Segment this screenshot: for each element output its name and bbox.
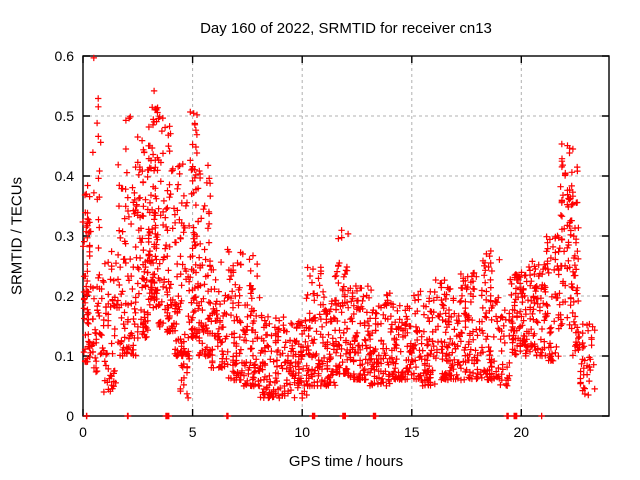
x-tick-label: 20 (514, 424, 530, 440)
x-tick-label: 0 (79, 424, 87, 440)
y-tick-label: 0.4 (55, 168, 75, 184)
y-tick-label: 0.3 (55, 228, 75, 244)
y-tick-label: 0.2 (55, 288, 75, 304)
x-tick-label: 5 (189, 424, 197, 440)
y-tick-label: 0.5 (55, 108, 75, 124)
x-tick-label: 10 (294, 424, 310, 440)
chart-title: Day 160 of 2022, SRMTID for receiver cn1… (200, 20, 492, 37)
y-tick-label: 0 (66, 408, 74, 424)
scatter-points (79, 54, 598, 420)
grid-lines (83, 56, 609, 416)
y-tick-label: 0.1 (55, 348, 75, 364)
y-tick-label: 0.6 (55, 48, 75, 64)
x-tick-label: 15 (404, 424, 420, 440)
x-axis-label: GPS time / hours (288, 453, 404, 470)
